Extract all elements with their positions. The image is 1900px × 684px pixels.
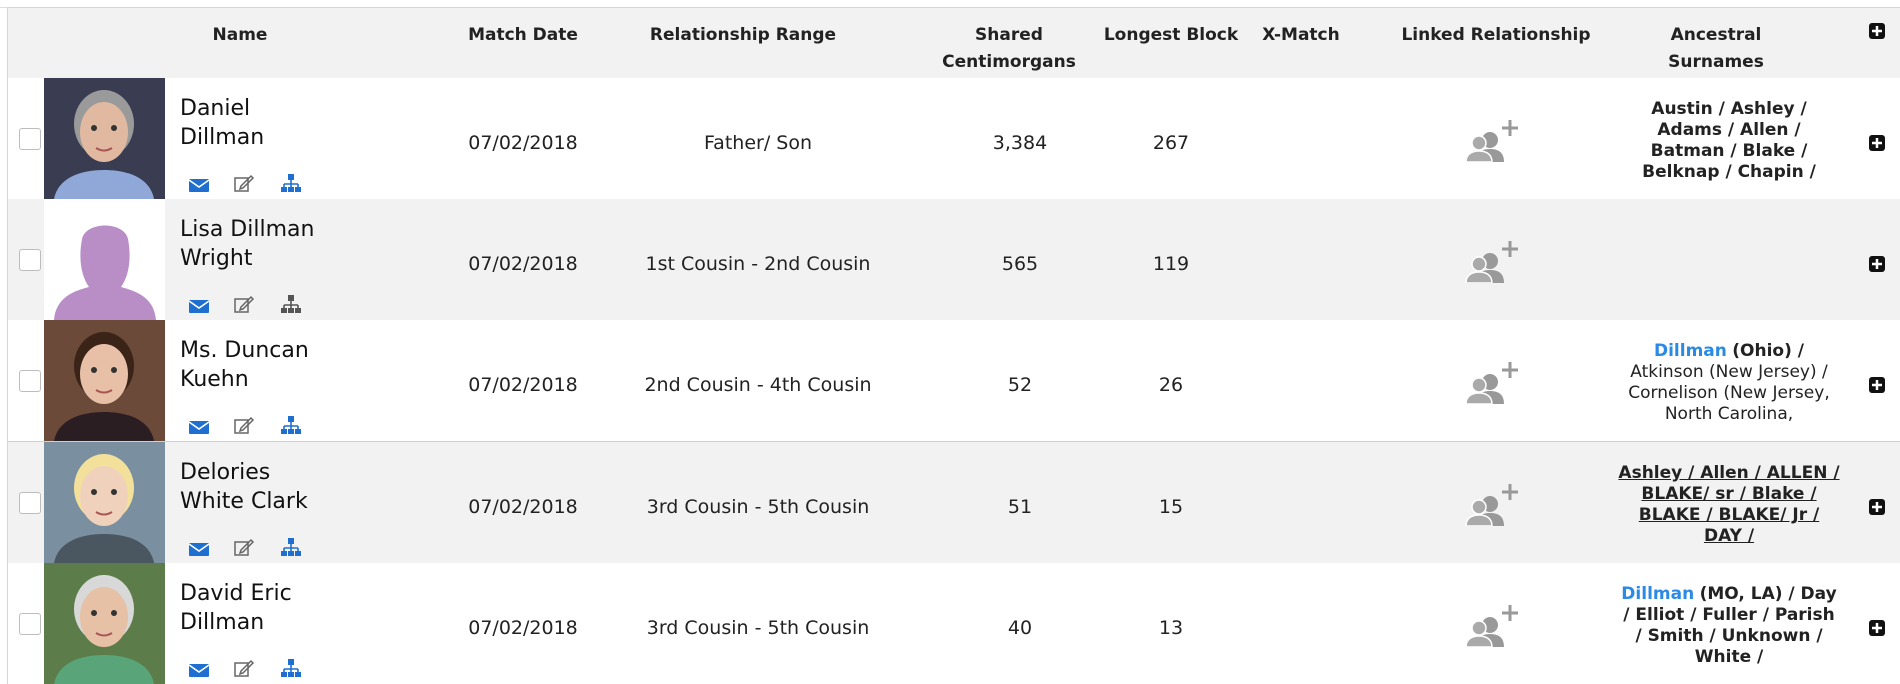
select-checkbox[interactable] [19, 370, 41, 392]
profile-photo[interactable] [44, 320, 165, 441]
column-header: X-Match [1262, 22, 1339, 49]
edit-icon[interactable] [233, 294, 255, 314]
surname-text[interactable]: Dillman [1621, 584, 1694, 604]
expand-button[interactable] [1868, 376, 1886, 394]
match-date: 07/02/2018 [468, 253, 578, 275]
edit-icon[interactable] [233, 173, 255, 193]
column-header: Longest Block [1104, 22, 1238, 49]
match-name: Lisa Dillman Wright [180, 215, 320, 273]
relationship-range: 2nd Cousin - 4th Cousin [644, 374, 871, 396]
message-icon[interactable] [188, 176, 210, 194]
shared-centimorgans: 51 [1008, 496, 1032, 518]
link-relationship-icon[interactable] [1464, 482, 1520, 526]
shared-centimorgans: 3,384 [993, 132, 1047, 154]
column-header: Relationship Range [650, 22, 836, 49]
longest-block: 26 [1159, 374, 1183, 396]
message-icon[interactable] [188, 540, 210, 558]
relationship-range: 3rd Cousin - 5th Cousin [647, 617, 870, 639]
match-date: 07/02/2018 [468, 374, 578, 396]
match-date: 07/02/2018 [468, 617, 578, 639]
profile-photo[interactable] [44, 563, 165, 684]
column-header: Shared Centimorgans [934, 22, 1084, 76]
expand-button[interactable] [1868, 498, 1886, 516]
longest-block: 267 [1153, 132, 1189, 154]
ancestral-surnames: Dillman (MO, LA) / Day / Elliot / Fuller… [1618, 584, 1840, 668]
edit-icon[interactable] [233, 415, 255, 435]
tree-icon[interactable] [280, 658, 302, 678]
match-name: Ms. Duncan Kuehn [180, 336, 320, 394]
match-name: Delories White Clark [180, 458, 320, 516]
link-relationship-icon[interactable] [1464, 118, 1520, 162]
ancestral-surnames: Dillman (Ohio) / Atkinson (New Jersey) /… [1618, 341, 1840, 425]
profile-photo[interactable] [44, 442, 165, 563]
longest-block: 13 [1159, 617, 1183, 639]
expand-button[interactable] [1868, 619, 1886, 637]
page: Name Match Date Relationship Range Shared C… [0, 0, 1900, 684]
ancestral-surnames: Austin / Ashley / Adams / Allen / Batman… [1618, 99, 1840, 183]
message-icon[interactable] [188, 418, 210, 436]
select-checkbox[interactable] [19, 613, 41, 635]
tree-icon[interactable] [280, 294, 302, 314]
surname-text[interactable]: Dillman [1654, 341, 1727, 361]
surname-text: (Ohio) / [1732, 341, 1804, 361]
expand-button[interactable] [1868, 134, 1886, 152]
match-row: David Eric Dillman 07/02/2018 3rd Cousin -… [7, 563, 1900, 684]
expand-button[interactable] [1868, 255, 1886, 273]
relationship-range: Father/ Son [704, 132, 812, 154]
match-name: David Eric Dillman [180, 579, 320, 637]
message-icon[interactable] [188, 297, 210, 315]
table-header: Name Match Date Relationship Range Shared C… [7, 7, 1900, 79]
match-name: Daniel Dillman [180, 94, 320, 152]
surname-text: Austin / Ashley / Adams / Allen / Batman… [1642, 99, 1816, 182]
link-relationship-icon[interactable] [1464, 360, 1520, 404]
tree-icon[interactable] [280, 173, 302, 193]
shared-centimorgans: 40 [1008, 617, 1032, 639]
match-date: 07/02/2018 [468, 132, 578, 154]
match-row: Delories White Clark 07/02/2018 3rd Cousin… [7, 442, 1900, 564]
match-row: Ms. Duncan Kuehn 07/02/2018 2nd Cousin - 4… [7, 320, 1900, 442]
tree-icon[interactable] [280, 537, 302, 557]
profile-photo[interactable] [44, 78, 165, 199]
link-relationship-icon[interactable] [1464, 603, 1520, 647]
ancestral-surnames: Ashley / Allen / ALLEN / BLAKE/ sr / Bla… [1618, 463, 1840, 547]
relationship-range: 1st Cousin - 2nd Cousin [646, 253, 871, 275]
relationship-range: 3rd Cousin - 5th Cousin [647, 496, 870, 518]
column-header: Match Date [468, 22, 578, 49]
column-header: Linked Relationship [1401, 22, 1590, 49]
select-checkbox[interactable] [19, 249, 41, 271]
edit-icon[interactable] [233, 537, 255, 557]
surname-text: Atkinson (New Jersey) / Cornelison (New … [1628, 362, 1829, 424]
link-relationship-icon[interactable] [1464, 239, 1520, 283]
tree-icon[interactable] [280, 415, 302, 435]
match-date: 07/02/2018 [468, 496, 578, 518]
longest-block: 15 [1159, 496, 1183, 518]
column-header: Ancestral Surnames [1624, 22, 1808, 76]
surname-text[interactable]: Ashley / Allen / ALLEN / BLAKE/ sr / Bla… [1618, 463, 1839, 546]
column-header: Name [213, 22, 268, 49]
select-checkbox[interactable] [19, 128, 41, 150]
longest-block: 119 [1153, 253, 1189, 275]
shared-centimorgans: 565 [1002, 253, 1038, 275]
match-row: Daniel Dillman 07/02/2018 Father/ Son 3,384… [7, 78, 1900, 200]
message-icon[interactable] [188, 661, 210, 679]
select-checkbox[interactable] [19, 492, 41, 514]
shared-centimorgans: 52 [1008, 374, 1032, 396]
edit-icon[interactable] [233, 658, 255, 678]
profile-photo[interactable] [44, 199, 165, 320]
add-column-button[interactable] [1868, 22, 1886, 40]
match-row: Lisa Dillman Wright 07/02/2018 1st Cousin … [7, 199, 1900, 321]
